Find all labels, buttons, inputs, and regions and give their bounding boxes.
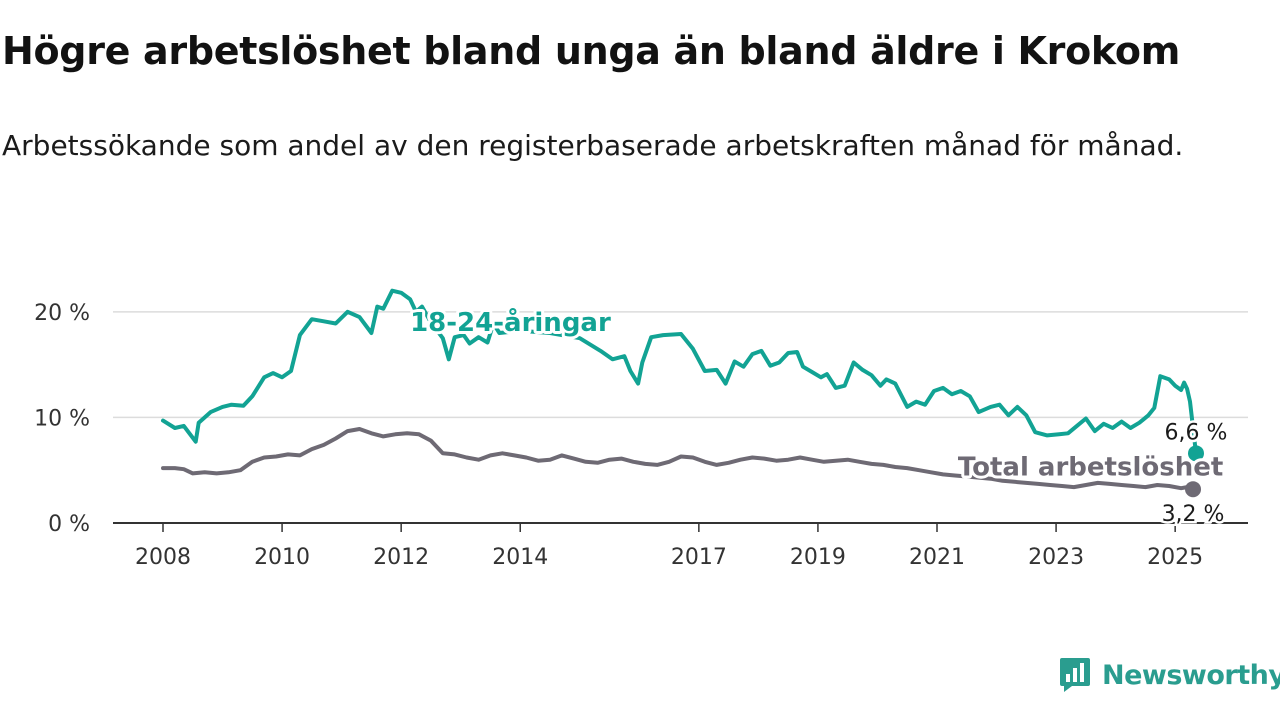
x-axis: 2008 2010 2012 2014 2017 2019 2021 2023 2025 xyxy=(113,522,1248,570)
x-tick-label: 2017 xyxy=(671,545,727,570)
chart-title: Högre arbetslöshet bland unga än bland ä… xyxy=(2,29,1180,73)
x-tick-label: 2021 xyxy=(909,545,965,570)
series-labels: 18-24-åringar 6,6 % Total arbetslöshet 3,2 … xyxy=(407,303,1230,530)
y-axis-labels: 0 % 10 % 20 % xyxy=(34,301,90,537)
chart-subtitle: Arbetssökande som andel av den registerb… xyxy=(2,129,1184,162)
end-dot-total xyxy=(1185,481,1202,498)
x-tick-label: 2025 xyxy=(1147,545,1203,570)
grid-lines xyxy=(113,311,1248,419)
x-tick-label: 2010 xyxy=(254,545,310,570)
newsworthy-logo: Newsworthy xyxy=(1058,655,1280,695)
x-tick-label: 2014 xyxy=(492,545,548,570)
logo-text: Newsworthy xyxy=(1102,659,1280,691)
series-line-total xyxy=(161,427,1195,492)
y-tick-label: 20 % xyxy=(34,301,90,326)
x-tick-label: 2023 xyxy=(1028,545,1084,570)
series-label-total: Total arbetslöshet xyxy=(958,452,1223,482)
x-tick-label: 2019 xyxy=(790,545,846,570)
x-tick-label: 2012 xyxy=(373,545,429,570)
end-dot-youth xyxy=(1188,445,1204,462)
end-label-total: 3,2 % xyxy=(1162,502,1225,527)
series-lines xyxy=(161,288,1204,498)
series-label-youth: 18-24-åringar xyxy=(410,306,611,338)
series-line-youth xyxy=(161,288,1198,456)
y-tick-label: 10 % xyxy=(34,406,90,431)
y-tick-label: 0 % xyxy=(48,512,90,537)
x-tick-label: 2008 xyxy=(135,545,191,570)
newsworthy-chart-icon xyxy=(1060,658,1090,692)
end-label-youth: 6,6 % xyxy=(1165,420,1228,445)
